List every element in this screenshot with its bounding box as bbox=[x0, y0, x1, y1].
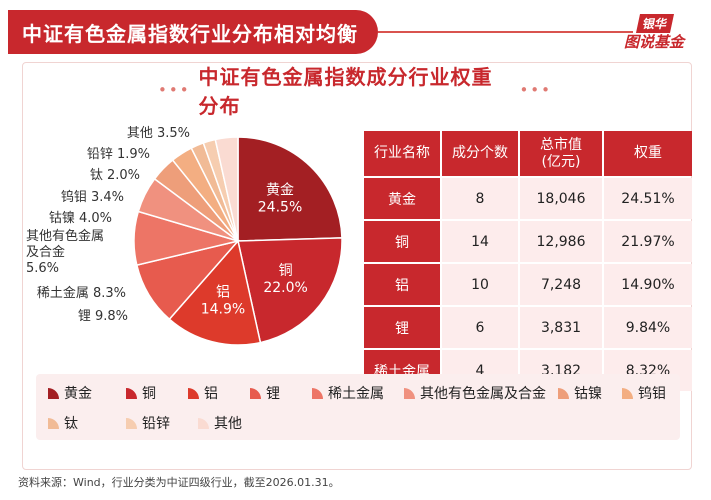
legend-label: 其他 bbox=[214, 416, 242, 432]
source-note: 资料来源：Wind，行业分类为中证四级行业，截至2026.01.31。 bbox=[18, 476, 340, 489]
legend-label: 钛 bbox=[64, 416, 78, 432]
table-cell: 8 bbox=[442, 178, 518, 219]
slice-outside-label: 钴镍 4.0% bbox=[49, 211, 112, 226]
legend-label: 铅锌 bbox=[142, 416, 170, 432]
slice-outside-label: 钛 2.0% bbox=[90, 168, 140, 183]
panel-title-row: ••• 中证有色金属指数成分行业权重分布 ••• bbox=[150, 65, 560, 118]
legend-label: 锂 bbox=[266, 386, 280, 402]
legend-item: 其他 bbox=[196, 413, 242, 433]
table-cell: 9.84% bbox=[604, 307, 692, 348]
table-cell: 12,986 bbox=[520, 221, 602, 262]
table-row: 黄金 8 18,046 24.51% bbox=[364, 178, 692, 219]
header-cap-text: 总市值 (亿元) bbox=[540, 136, 582, 170]
table-header-row: 行业名称 成分个数 总市值 (亿元) 权重 bbox=[364, 131, 692, 176]
table-header-cell: 总市值 (亿元) bbox=[520, 131, 602, 176]
pie-slice bbox=[168, 239, 262, 346]
legend-pie-icon bbox=[48, 388, 59, 399]
logo-main-text: 图说基金 bbox=[624, 33, 685, 51]
legend-item: 锂 bbox=[248, 383, 280, 403]
title-dots-left: ••• bbox=[158, 81, 191, 99]
legend-pie-icon bbox=[558, 388, 569, 399]
table-cell: 10 bbox=[442, 264, 518, 305]
legend-label: 钨钼 bbox=[638, 386, 666, 402]
pie-slice bbox=[214, 136, 239, 242]
legend-item: 钛 bbox=[46, 413, 78, 433]
legend-item: 钴镍 bbox=[556, 383, 602, 403]
table-cell: 铜 bbox=[364, 221, 440, 262]
legend-item: 稀土金属 bbox=[310, 383, 384, 403]
legend-pie-icon bbox=[126, 418, 137, 429]
table-cell: 24.51% bbox=[604, 178, 692, 219]
table-cell: 黄金 bbox=[364, 178, 440, 219]
legend-label: 其他有色金属及合金 bbox=[420, 386, 546, 402]
table-cell: 6 bbox=[442, 307, 518, 348]
slice-outside-label: 5.6% bbox=[26, 261, 59, 276]
legend-item: 铜 bbox=[124, 383, 156, 403]
table-row: 铜 14 12,986 21.97% bbox=[364, 221, 692, 262]
slice-outside-label: 及合金 bbox=[26, 244, 65, 260]
brand-logo: 银华 图说基金 bbox=[624, 14, 700, 54]
legend-pie-icon bbox=[188, 388, 199, 399]
chart-legend: 黄金 铜 铝 锂 稀土金属 其他有色金属及合金 钴镍 钨钼钛 铅锌 其他 bbox=[36, 374, 680, 440]
slice-name-label: 黄金 bbox=[266, 182, 294, 199]
legend-item: 铝 bbox=[186, 383, 218, 403]
slice-outside-label: 其他有色金属 bbox=[26, 228, 104, 244]
slice-value-label: 24.5% bbox=[258, 200, 302, 216]
table-header-cell: 成分个数 bbox=[442, 131, 518, 176]
legend-item: 铅锌 bbox=[124, 413, 170, 433]
table-header-cell: 权重 bbox=[604, 131, 692, 176]
header-banner: 中证有色金属指数行业分布相对均衡 bbox=[8, 10, 378, 54]
legend-label: 黄金 bbox=[64, 386, 92, 402]
legend-pie-icon bbox=[198, 418, 209, 429]
table-cell: 14.90% bbox=[604, 264, 692, 305]
header-title: 中证有色金属指数行业分布相对均衡 bbox=[22, 21, 358, 46]
table-cell: 14 bbox=[442, 221, 518, 262]
table-cell: 18,046 bbox=[520, 178, 602, 219]
legend-item: 其他有色金属及合金 bbox=[402, 383, 546, 403]
legend-label: 铝 bbox=[204, 386, 218, 402]
slice-outside-label: 其他 3.5% bbox=[127, 126, 190, 141]
table-row: 锂 6 3,831 9.84% bbox=[364, 307, 692, 348]
legend-item: 钨钼 bbox=[620, 383, 666, 403]
table-cell: 3,831 bbox=[520, 307, 602, 348]
slice-outside-label: 钨钼 3.4% bbox=[61, 189, 124, 205]
legend-item: 黄金 bbox=[46, 383, 92, 403]
table-row: 铝 10 7,248 14.90% bbox=[364, 264, 692, 305]
table-cell: 锂 bbox=[364, 307, 440, 348]
table-cell: 铝 bbox=[364, 264, 440, 305]
legend-pie-icon bbox=[250, 388, 261, 399]
title-dots-right: ••• bbox=[519, 81, 552, 99]
slice-name-label: 铝 bbox=[216, 284, 230, 300]
legend-pie-icon bbox=[126, 388, 137, 399]
legend-label: 稀土金属 bbox=[328, 386, 384, 402]
header-divider bbox=[378, 31, 633, 33]
weights-table: 行业名称 成分个数 总市值 (亿元) 权重 黄金 8 18,046 24.51%… bbox=[362, 129, 694, 393]
legend-pie-icon bbox=[312, 388, 323, 399]
slice-value-label: 14.9% bbox=[201, 301, 245, 317]
pie-slice bbox=[237, 237, 343, 344]
slice-value-label: 22.0% bbox=[263, 280, 307, 296]
legend-pie-icon bbox=[404, 388, 415, 399]
legend-label: 钴镍 bbox=[574, 386, 602, 402]
slice-name-label: 铜 bbox=[279, 263, 293, 279]
slice-outside-label: 稀土金属 8.3% bbox=[37, 285, 126, 301]
legend-label: 铜 bbox=[142, 386, 156, 402]
slice-outside-label: 锂 9.8% bbox=[78, 309, 128, 324]
table-header-cell: 行业名称 bbox=[364, 131, 440, 176]
panel-title: 中证有色金属指数成分行业权重分布 bbox=[198, 65, 493, 118]
legend-pie-icon bbox=[48, 418, 59, 429]
table-cell: 21.97% bbox=[604, 221, 692, 262]
legend-pie-icon bbox=[622, 388, 633, 399]
table-cell: 7,248 bbox=[520, 264, 602, 305]
slice-outside-label: 铅锌 1.9% bbox=[87, 147, 150, 162]
pie-slice bbox=[237, 136, 343, 242]
